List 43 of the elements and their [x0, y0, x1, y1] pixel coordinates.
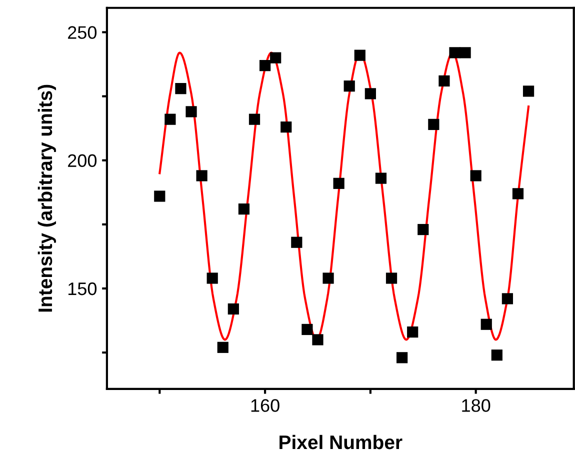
point: [375, 172, 387, 184]
point: [480, 318, 492, 330]
point: [206, 272, 218, 284]
point: [502, 293, 514, 304]
point: [175, 83, 186, 94]
point: [460, 47, 471, 58]
point: [228, 303, 239, 315]
point: [238, 203, 250, 215]
point: [386, 272, 398, 284]
point: [354, 50, 366, 61]
point: [312, 334, 324, 346]
point: [449, 47, 460, 58]
point: [248, 114, 260, 125]
point: [364, 88, 376, 100]
point: [333, 178, 344, 189]
y-tick-label: 200: [68, 154, 97, 168]
point: [344, 80, 355, 92]
point: [196, 170, 208, 182]
x-tick-label: 180: [462, 399, 490, 412]
point: [322, 272, 334, 284]
point: [396, 352, 408, 364]
point: [164, 114, 176, 125]
point: [407, 326, 418, 338]
point: [428, 118, 440, 130]
point: [470, 170, 482, 182]
x-axis-title: Pixel Number: [280, 434, 402, 450]
x-tick-label: 160: [251, 399, 280, 412]
point: [438, 75, 450, 86]
point: [280, 121, 292, 133]
point: [270, 52, 282, 64]
point: [302, 324, 313, 336]
point: [291, 236, 302, 248]
point: [259, 60, 271, 72]
point: [491, 350, 502, 361]
point: [217, 342, 228, 353]
y-tick-label: 250: [68, 26, 97, 39]
y-axis-title: Intensity (arbitrary units): [38, 84, 56, 312]
point: [186, 106, 197, 118]
point: [154, 190, 166, 202]
point: [418, 224, 429, 236]
y-tick-label: 150: [68, 282, 97, 296]
point: [522, 86, 534, 97]
point: [512, 188, 524, 200]
